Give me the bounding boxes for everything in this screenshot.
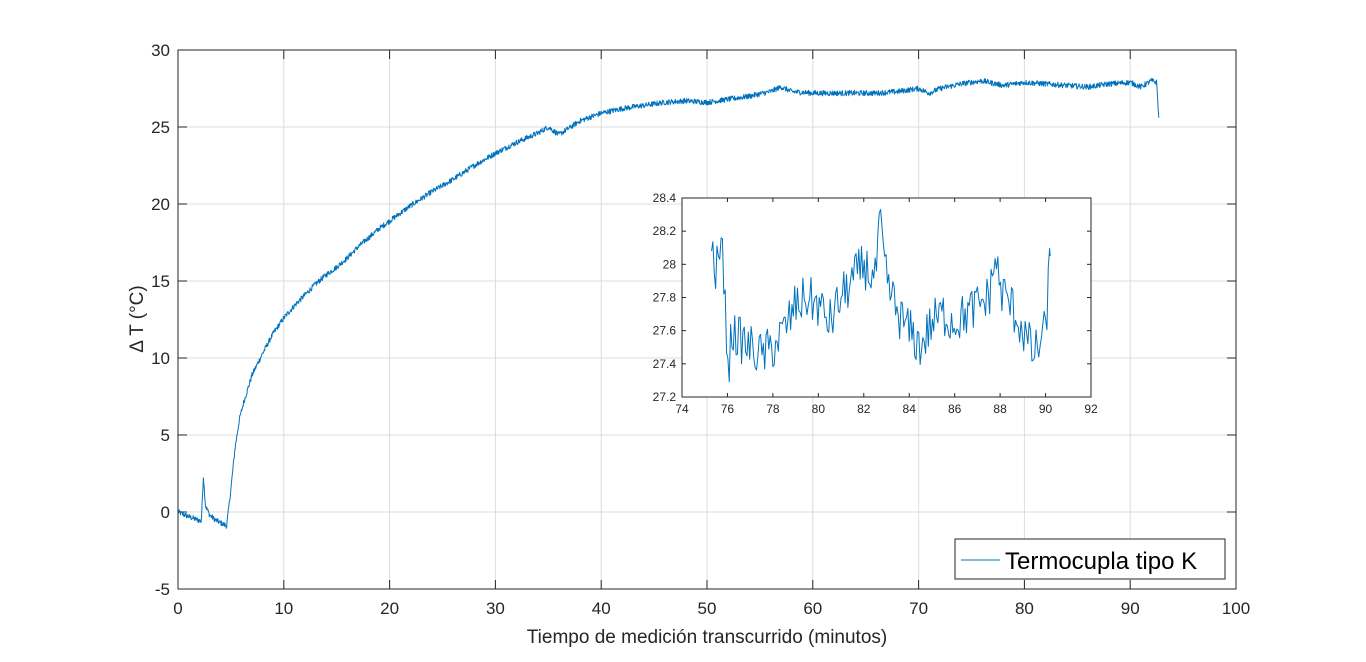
- main-x-tick-label: 30: [486, 599, 505, 618]
- main-y-tick-label: 10: [151, 349, 170, 368]
- inset-series-group: [711, 208, 1051, 383]
- inset-y-tick-label: 28.4: [653, 191, 677, 205]
- y-axis-label: Δ T (°C): [127, 285, 148, 352]
- inset-x-tick-label: 76: [721, 402, 735, 416]
- inset-axes: 74 76 78 80 82 84 86 88 90 92 27.2 27.4 27.6 27.8 28 28…: [653, 191, 1098, 416]
- inset-ticks: [681, 197, 1092, 398]
- x-axis-label: Tiempo de medición transcurrido (minutos…: [527, 627, 887, 648]
- main-y-tick-label: -5: [155, 580, 170, 599]
- inset-y-tick-label: 27.6: [653, 324, 677, 338]
- inset-x-tick-label: 90: [1039, 402, 1053, 416]
- main-x-tick-label: 70: [909, 599, 928, 618]
- main-x-tick-label: 40: [592, 599, 611, 618]
- main-x-tick-label: 100: [1222, 599, 1250, 618]
- legend-entry-label: Termocupla tipo K: [1005, 548, 1197, 575]
- inset-series-line: [711, 208, 1051, 383]
- inset-y-tick-label: 28: [663, 257, 677, 271]
- main-x-tick-label: 20: [380, 599, 399, 618]
- inset-y-tick-label: 27.2: [653, 390, 677, 404]
- main-y-tick-label: 20: [151, 195, 170, 214]
- main-y-tick-label: 0: [161, 503, 170, 522]
- main-series-line: [177, 77, 1160, 529]
- inset-x-tick-label: 80: [812, 402, 826, 416]
- inset-y-tick-label: 27.8: [653, 291, 677, 305]
- inset-x-tick-label: 74: [675, 402, 689, 416]
- main-x-tick-label: 0: [173, 599, 182, 618]
- inset-x-tick-label: 88: [993, 402, 1007, 416]
- main-series-group: [177, 77, 1160, 529]
- inset-x-tick-label: 78: [766, 402, 780, 416]
- inset-x-tick-label: 92: [1084, 402, 1098, 416]
- main-x-tick-label: 10: [274, 599, 293, 618]
- main-y-tick-label: 25: [151, 118, 170, 137]
- inset-x-tick-label: 82: [857, 402, 871, 416]
- inset-tick-labels: 74 76 78 80 82 84 86 88 90 92 27.2 27.4 27.6 27.8 28 28…: [653, 191, 1098, 416]
- inset-x-tick-label: 86: [948, 402, 962, 416]
- main-x-tick-label: 90: [1121, 599, 1140, 618]
- legend[interactable]: Termocupla tipo K: [954, 538, 1226, 580]
- main-y-tick-label: 5: [161, 426, 170, 445]
- main-x-tick-label: 80: [1015, 599, 1034, 618]
- inset-y-tick-label: 27.4: [653, 357, 677, 371]
- main-y-tick-label: 30: [151, 41, 170, 60]
- main-x-tick-label: 60: [803, 599, 822, 618]
- main-x-tick-label: 50: [698, 599, 717, 618]
- main-y-tick-label: 15: [151, 272, 170, 291]
- inset-y-tick-label: 28.2: [653, 224, 677, 238]
- inset-x-tick-label: 84: [903, 402, 917, 416]
